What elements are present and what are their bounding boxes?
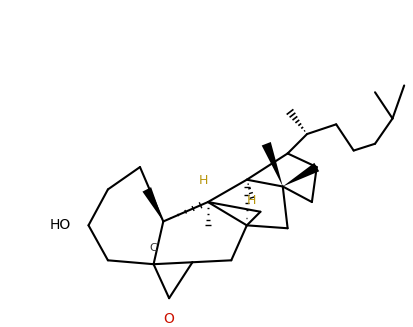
Polygon shape (282, 163, 318, 186)
Polygon shape (261, 142, 282, 186)
Text: C: C (150, 243, 157, 252)
Text: H: H (198, 175, 207, 187)
Polygon shape (142, 187, 163, 221)
Text: HO: HO (50, 218, 71, 232)
Text: O: O (163, 312, 174, 326)
Text: H: H (247, 194, 256, 207)
